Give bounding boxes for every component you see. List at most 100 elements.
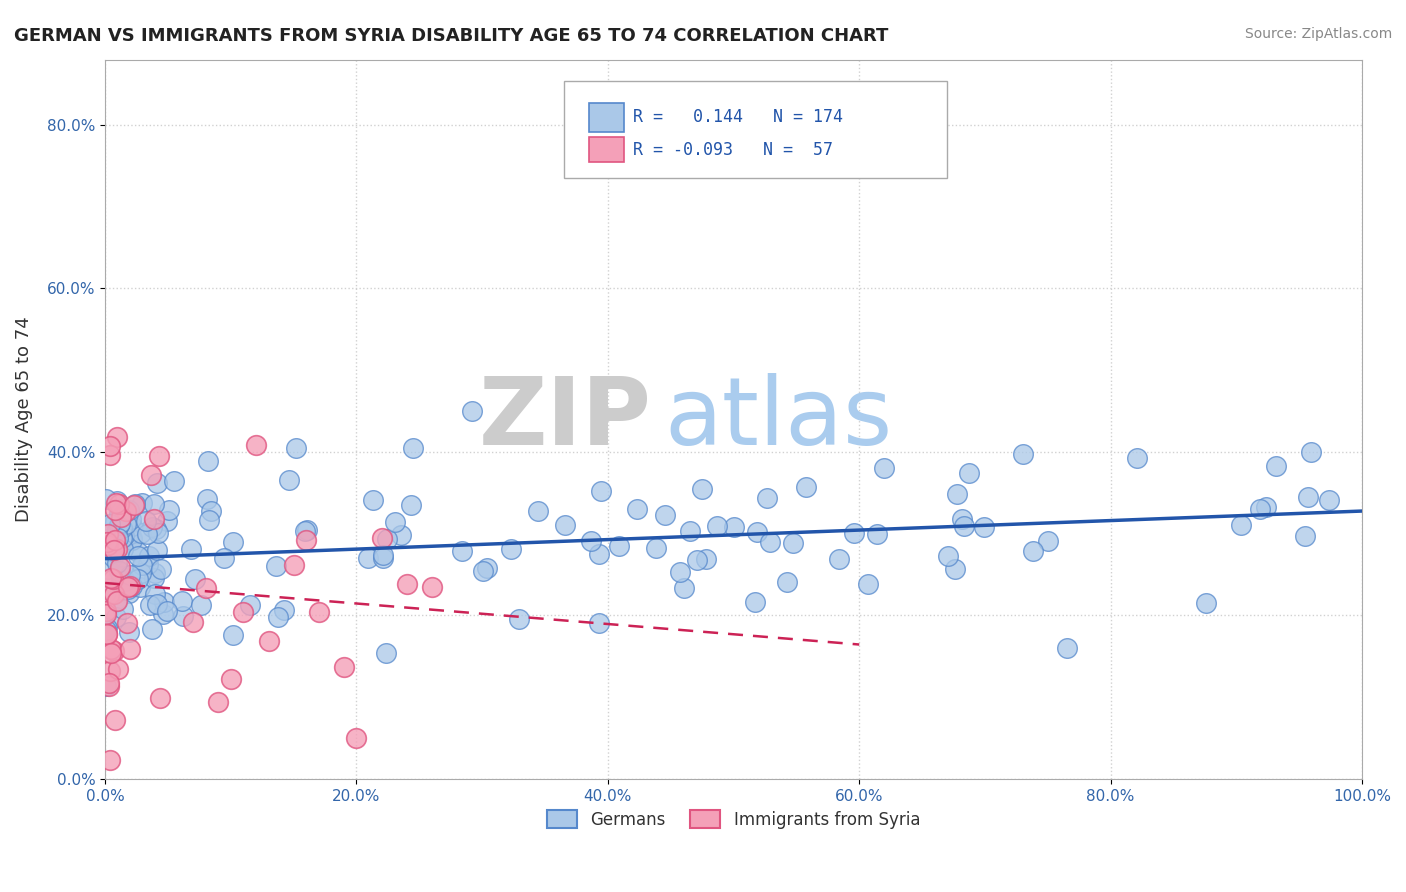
- Point: [100, 642, 122, 657]
- Point: [146, 525, 169, 540]
- Text: Source: ZipAtlas.com: Source: ZipAtlas.com: [1244, 27, 1392, 41]
- Point: [149, 691, 172, 706]
- Point: [136, 558, 159, 572]
- Point: [776, 575, 799, 590]
- Point: [108, 560, 131, 574]
- Point: [105, 493, 128, 508]
- Point: [856, 576, 879, 591]
- Point: [96, 584, 118, 599]
- Point: [96, 621, 118, 635]
- Point: [110, 516, 132, 531]
- FancyBboxPatch shape: [589, 137, 624, 161]
- Point: [297, 524, 319, 538]
- Point: [257, 634, 280, 648]
- Point: [105, 430, 128, 444]
- Point: [112, 529, 135, 543]
- Point: [131, 558, 153, 572]
- Point: [1254, 500, 1277, 514]
- Point: [794, 480, 817, 494]
- Point: [96, 627, 118, 641]
- Point: [1299, 444, 1322, 458]
- Point: [1056, 641, 1078, 656]
- Point: [195, 491, 218, 506]
- Point: [278, 473, 301, 487]
- Point: [295, 533, 318, 547]
- Point: [782, 536, 804, 550]
- Point: [118, 578, 141, 592]
- Point: [131, 558, 153, 573]
- Point: [1249, 502, 1271, 516]
- Point: [103, 541, 125, 555]
- Point: [100, 664, 122, 678]
- Point: [690, 483, 713, 497]
- Point: [104, 533, 127, 548]
- Point: [828, 551, 851, 566]
- Point: [370, 532, 392, 546]
- Point: [222, 534, 245, 549]
- Point: [96, 491, 118, 506]
- Point: [1125, 451, 1147, 466]
- Point: [267, 610, 290, 624]
- Point: [973, 520, 995, 534]
- Point: [1195, 596, 1218, 610]
- Point: [212, 550, 235, 565]
- Point: [695, 551, 717, 566]
- Point: [669, 565, 692, 579]
- Point: [626, 501, 648, 516]
- Point: [1317, 493, 1340, 508]
- Point: [589, 484, 612, 499]
- Point: [950, 512, 973, 526]
- Point: [146, 597, 169, 611]
- FancyBboxPatch shape: [589, 103, 624, 131]
- Point: [117, 580, 139, 594]
- Point: [96, 542, 118, 557]
- Point: [163, 474, 186, 488]
- Point: [108, 542, 131, 557]
- Point: [1230, 518, 1253, 533]
- Y-axis label: Disability Age 65 to 74: Disability Age 65 to 74: [15, 317, 32, 522]
- Point: [686, 553, 709, 567]
- Point: [96, 605, 118, 619]
- Point: [131, 496, 153, 510]
- Point: [157, 502, 180, 516]
- FancyBboxPatch shape: [564, 81, 948, 178]
- Point: [108, 508, 131, 522]
- Point: [333, 659, 356, 673]
- Point: [200, 503, 222, 517]
- Point: [357, 551, 380, 566]
- Point: [97, 584, 120, 599]
- Point: [135, 526, 157, 541]
- Point: [97, 675, 120, 690]
- Point: [94, 620, 117, 634]
- Point: [121, 532, 143, 546]
- Text: R = -0.093   N =  57: R = -0.093 N = 57: [633, 141, 832, 160]
- Point: [1012, 448, 1035, 462]
- Point: [219, 672, 242, 686]
- Point: [117, 527, 139, 541]
- Point: [156, 604, 179, 618]
- Point: [141, 520, 163, 534]
- Point: [143, 497, 166, 511]
- Point: [110, 510, 132, 524]
- Point: [111, 531, 134, 545]
- Point: [127, 545, 149, 559]
- Point: [190, 598, 212, 612]
- Legend: Germans, Immigrants from Syria: Germans, Immigrants from Syria: [540, 804, 927, 835]
- Point: [124, 497, 146, 511]
- Point: [108, 517, 131, 532]
- Point: [152, 607, 174, 621]
- Point: [609, 539, 631, 553]
- Point: [143, 566, 166, 580]
- Point: [146, 475, 169, 490]
- Point: [100, 585, 122, 599]
- Text: atlas: atlas: [665, 373, 893, 466]
- Point: [98, 586, 121, 600]
- Point: [873, 460, 896, 475]
- Point: [181, 615, 204, 629]
- Point: [101, 549, 124, 564]
- Point: [124, 498, 146, 512]
- Point: [131, 566, 153, 580]
- Point: [527, 504, 550, 518]
- Point: [105, 541, 128, 556]
- Point: [110, 574, 132, 588]
